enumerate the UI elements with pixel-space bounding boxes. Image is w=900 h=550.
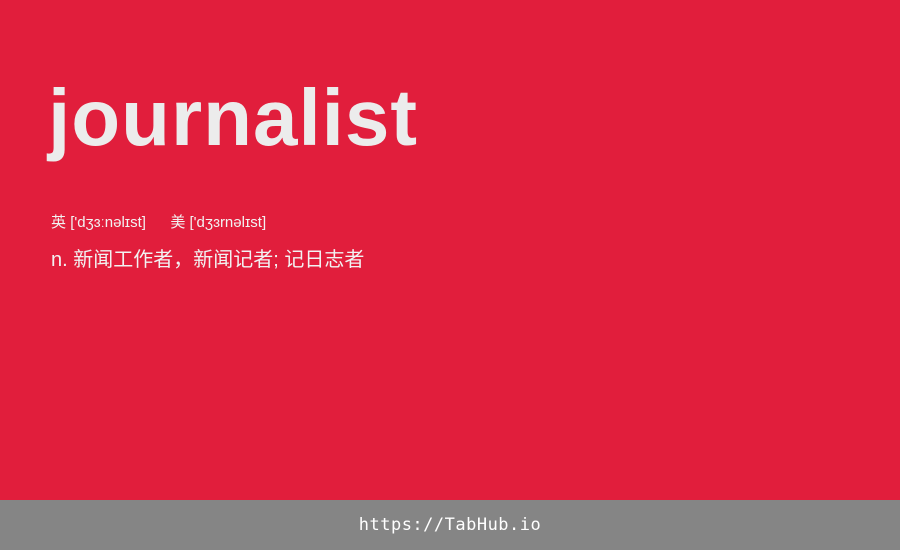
definition: n. 新闻工作者，新闻记者; 记日志者	[51, 249, 365, 271]
footer-bar: https://TabHub.io	[0, 500, 900, 550]
phonetic-us: ['dʒɜrnəlɪst]	[189, 214, 267, 231]
phonetic-us-label: 美	[170, 214, 186, 231]
headword: journalist	[48, 73, 419, 162]
word-card: journalist 英 ['dʒɜːnəlɪst] 美 ['dʒɜrnəlɪs…	[48, 73, 419, 271]
tabhub-link[interactable]: https://TabHub.io	[358, 515, 542, 535]
phonetic-uk: ['dʒɜːnəlɪst]	[70, 214, 146, 231]
phonetics-line: 英 ['dʒɜːnəlɪst] 美 ['dʒɜrnəlɪst]	[51, 213, 266, 233]
phonetic-uk-label: 英	[51, 214, 67, 231]
